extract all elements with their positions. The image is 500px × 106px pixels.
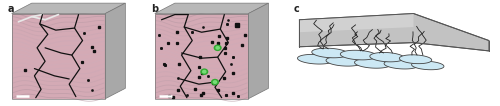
Text: a: a [8, 4, 14, 14]
Text: b: b [151, 4, 158, 14]
Polygon shape [12, 14, 106, 99]
Polygon shape [400, 55, 432, 64]
Polygon shape [106, 3, 126, 99]
Polygon shape [12, 3, 126, 14]
Polygon shape [298, 54, 334, 64]
Polygon shape [300, 14, 414, 32]
Polygon shape [155, 3, 268, 14]
Circle shape [216, 47, 220, 49]
Polygon shape [312, 48, 348, 58]
Circle shape [214, 45, 221, 50]
Polygon shape [370, 52, 404, 62]
Polygon shape [248, 3, 268, 99]
Polygon shape [326, 56, 362, 66]
Circle shape [214, 81, 216, 83]
Text: c: c [294, 4, 299, 14]
Polygon shape [412, 61, 444, 70]
Polygon shape [384, 60, 418, 69]
Polygon shape [354, 59, 391, 68]
Polygon shape [340, 50, 376, 60]
Circle shape [202, 70, 206, 73]
Polygon shape [300, 14, 489, 51]
Circle shape [212, 80, 218, 85]
Circle shape [201, 69, 207, 74]
Polygon shape [155, 14, 248, 99]
